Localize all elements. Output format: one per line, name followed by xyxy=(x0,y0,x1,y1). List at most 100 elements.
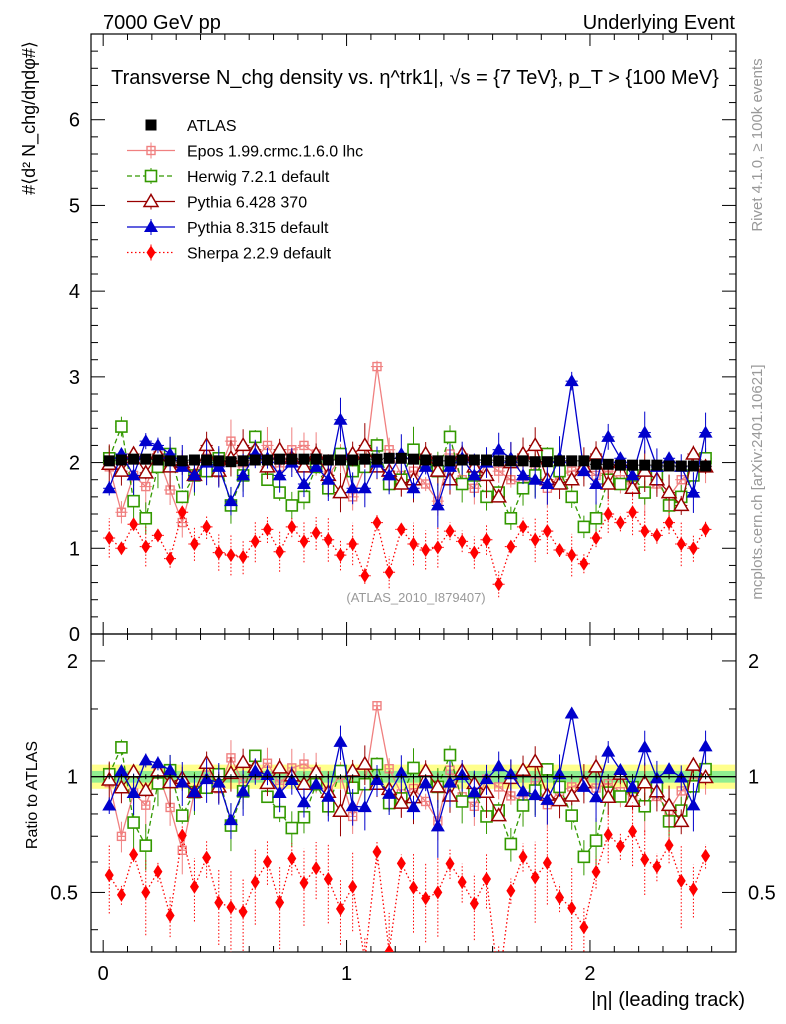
data-point xyxy=(274,453,286,465)
ratio-point xyxy=(688,882,698,897)
data-point xyxy=(262,522,272,537)
ratio-point xyxy=(567,901,577,916)
data-point xyxy=(614,459,626,471)
data-point xyxy=(590,458,602,470)
ratio-point xyxy=(323,872,333,887)
ratio-point xyxy=(226,900,236,915)
data-point xyxy=(395,452,407,464)
ratio-point xyxy=(299,875,309,890)
data-point xyxy=(445,524,455,539)
ratio-point xyxy=(116,887,126,902)
ratio-point xyxy=(189,879,199,894)
ratio-point xyxy=(138,753,153,766)
data-point xyxy=(138,434,153,447)
data-point xyxy=(420,479,431,489)
ratio-point xyxy=(163,763,178,776)
data-point xyxy=(429,462,447,477)
ratio-point xyxy=(409,880,418,895)
data-point xyxy=(587,445,605,460)
data-point xyxy=(311,525,321,540)
legend-label: Sherpa 2.2.9 default xyxy=(187,246,332,263)
data-point xyxy=(663,460,675,472)
data-point xyxy=(554,455,566,467)
data-point xyxy=(188,454,200,466)
data-point xyxy=(640,524,650,539)
data-point xyxy=(637,425,652,438)
marker-cross xyxy=(494,467,503,476)
data-point xyxy=(468,454,480,466)
data-point xyxy=(591,531,601,545)
data-point xyxy=(481,454,493,466)
ratio-point xyxy=(234,753,252,769)
ratio-point xyxy=(116,831,127,842)
series-line xyxy=(108,510,707,587)
ratio-point xyxy=(348,879,358,894)
ratio-point xyxy=(175,809,189,822)
data-point xyxy=(624,479,641,495)
data-point xyxy=(505,455,517,467)
data-point xyxy=(137,464,155,479)
data-point xyxy=(382,468,397,481)
ratio-point xyxy=(652,859,662,874)
marker-cross xyxy=(421,797,430,806)
ratio-point xyxy=(150,756,165,769)
data-point xyxy=(396,522,406,537)
mcplots-credit-label: mcplots.cern.ch [arXiv:2401.10621] xyxy=(749,364,766,599)
data-point xyxy=(589,511,603,525)
data-point xyxy=(299,440,309,451)
ratio-point xyxy=(396,856,406,871)
header-left: 7000 GeV pp xyxy=(103,12,221,34)
legend-marker xyxy=(146,145,156,156)
data-point xyxy=(286,453,298,465)
data-point xyxy=(576,464,591,477)
data-point xyxy=(408,453,419,465)
marker-cross xyxy=(372,701,381,710)
data-point xyxy=(517,455,529,467)
data-point xyxy=(444,455,456,467)
data-point xyxy=(589,477,604,489)
ratio-point xyxy=(601,744,616,757)
series-atlas xyxy=(103,452,712,472)
data-point xyxy=(383,452,395,464)
data-point xyxy=(599,475,617,490)
data-point xyxy=(309,459,324,472)
ratio-point xyxy=(141,800,151,810)
y-axis-label: #⟨d² N_chg/dηdφ#⟩ xyxy=(19,41,40,195)
data-point xyxy=(384,565,394,580)
ratio-tick-label-right: 2 xyxy=(748,651,759,673)
legend-item: Pythia 6.428 370 xyxy=(127,193,307,212)
data-point xyxy=(467,468,482,481)
ratio-point xyxy=(406,800,421,813)
data-point xyxy=(491,442,506,455)
ratio-plot-frame xyxy=(90,633,737,953)
marker-cross xyxy=(421,480,430,488)
ratio-point xyxy=(393,794,410,809)
ratio-point xyxy=(563,787,581,802)
data-point xyxy=(321,472,336,485)
ratio-point xyxy=(311,861,321,876)
data-point xyxy=(335,548,345,563)
data-point xyxy=(225,456,237,468)
data-point xyxy=(506,539,516,554)
marker-cross xyxy=(141,801,150,810)
ratio-point xyxy=(175,775,190,788)
data-point xyxy=(116,507,127,517)
data-point xyxy=(504,511,518,525)
ratio-point xyxy=(579,920,589,935)
ratio-point xyxy=(516,784,531,797)
data-point xyxy=(345,481,360,494)
data-point xyxy=(662,451,677,464)
data-point xyxy=(421,543,431,557)
ratio-point xyxy=(685,756,702,771)
legend-marker xyxy=(145,119,157,131)
data-point xyxy=(238,549,248,564)
data-point xyxy=(628,505,638,520)
data-point xyxy=(564,374,579,387)
ratio-point xyxy=(238,904,248,919)
ratio-point xyxy=(214,895,224,910)
data-point xyxy=(310,453,322,465)
series-line xyxy=(108,424,707,528)
data-point xyxy=(359,453,371,465)
ratio-point xyxy=(129,847,139,862)
